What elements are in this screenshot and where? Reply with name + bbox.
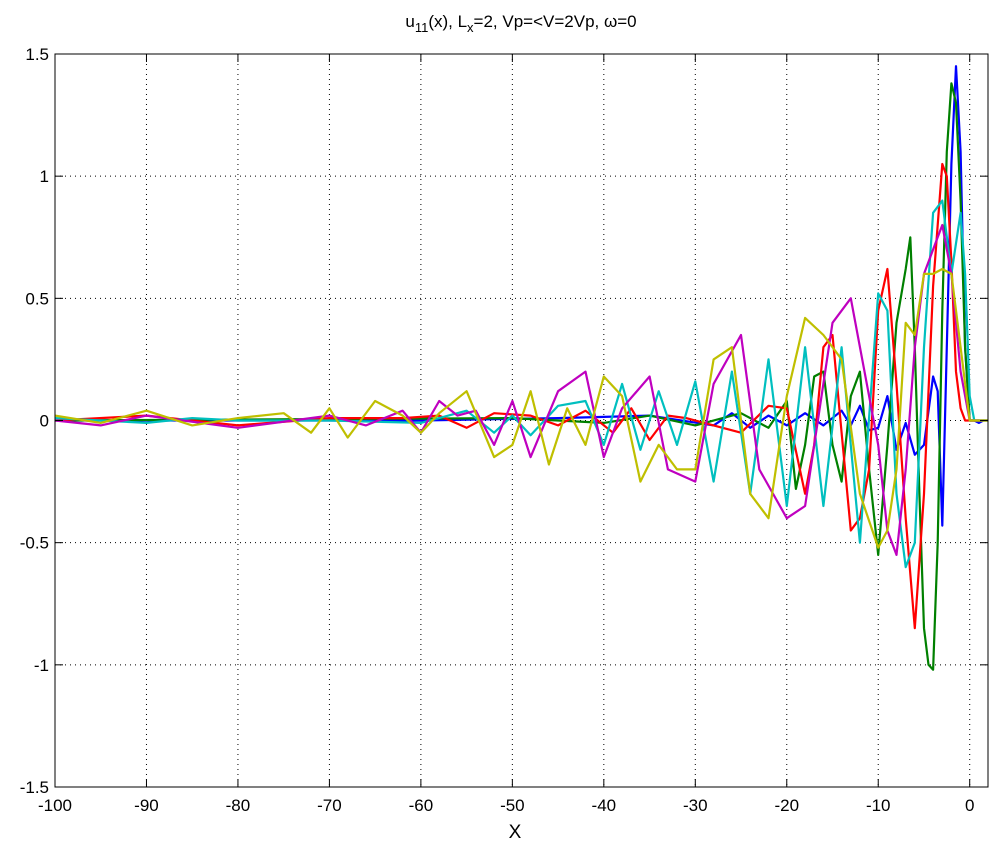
y-tick-label: -0.5 — [20, 534, 49, 553]
x-tick-label: 0 — [965, 796, 974, 815]
tick-labels: -100 -90 -80 -70 -60 -50 -40 -30 -20 -10 0-1.5-1-0… — [20, 45, 975, 815]
x-tick-label: -60 — [409, 796, 434, 815]
x-tick-label: -40 — [592, 796, 617, 815]
title-l-subscript: x — [467, 20, 474, 35]
series-line-2 — [55, 82, 988, 671]
x-tick-label: -10 — [866, 796, 891, 815]
y-tick-label: 1 — [40, 167, 49, 186]
x-tick-label: -70 — [317, 796, 342, 815]
y-tick-label: 1.5 — [25, 45, 49, 64]
series-group — [55, 65, 988, 671]
y-tick-label: 0 — [40, 412, 49, 431]
title-u: u — [405, 12, 414, 31]
series-line-6 — [55, 267, 988, 549]
y-tick-label: -1 — [34, 656, 49, 675]
series-line-3 — [55, 162, 979, 630]
x-tick-label: -30 — [683, 796, 708, 815]
title-u-subscript: 11 — [415, 20, 429, 35]
y-tick-label: 0.5 — [25, 289, 49, 308]
title-part-a: (x), L — [428, 12, 467, 31]
x-axis-label: X — [509, 822, 522, 843]
title-part-b: =2, Vp=<V=2Vp, ω=0 — [474, 12, 637, 31]
tick-marks — [54, 53, 988, 788]
y-tick-label: -1.5 — [20, 778, 49, 797]
x-tick-label: -80 — [226, 796, 251, 815]
chart-title: u11(x), Lx=2, Vp=<V=2Vp, ω=0 — [405, 12, 636, 35]
x-tick-label: -100 — [38, 796, 72, 815]
x-tick-label: -50 — [500, 796, 525, 815]
x-tick-label: -20 — [774, 796, 799, 815]
x-tick-label: -90 — [134, 796, 159, 815]
